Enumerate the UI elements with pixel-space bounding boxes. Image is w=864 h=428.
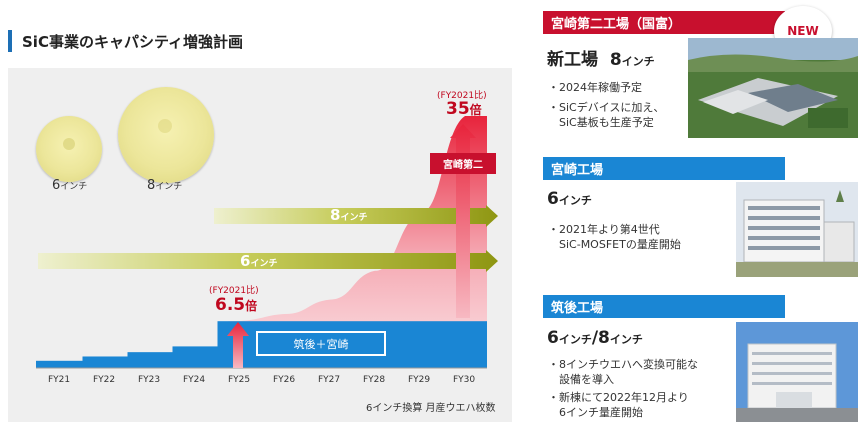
- series-new-plant-area: [228, 116, 487, 368]
- series-base-bar: [352, 321, 398, 368]
- wafer-6inch-label: 6インチ: [52, 178, 88, 193]
- series-base-bar: [262, 321, 308, 368]
- fy-tick-label: FY24: [183, 375, 206, 385]
- series-base-bar: [82, 356, 128, 368]
- plant-miyazaki2-photo: [688, 38, 858, 138]
- plant-miyazaki2-header: 宮崎第二工場（国富）: [543, 11, 785, 34]
- arrow-8inch: [214, 205, 498, 227]
- fy-tick-label: FY30: [453, 375, 476, 385]
- series-base-bar: [36, 360, 83, 368]
- plant-miyazaki-title: 6インチ: [547, 189, 592, 209]
- new-plant-box: 宮崎第二: [430, 153, 496, 174]
- callout-small-value: 6.5倍: [215, 295, 258, 315]
- fy-tick-label: FY25: [228, 375, 251, 385]
- wafer-8inch-label: 8インチ: [147, 178, 183, 193]
- fy-tick-label: FY26: [273, 375, 296, 385]
- fy-tick-label: FY28: [363, 375, 386, 385]
- plant-miyazaki-header: 宮崎工場: [543, 157, 785, 180]
- callout-big-note: (FY2021比): [437, 91, 487, 101]
- chart-footnote: 6インチ換算 月産ウエハ枚数: [366, 403, 496, 414]
- callout-big-value: 35倍: [446, 99, 482, 119]
- series-base-bar: [442, 321, 487, 368]
- wafer-spot: [158, 119, 172, 133]
- arrow-6inch: [38, 250, 498, 272]
- series-base-bar: [172, 346, 218, 368]
- fy-tick-label: FY21: [48, 375, 71, 385]
- arrow-8inch-label: 8インチ: [330, 206, 368, 224]
- arrow-6inch-label: 6インチ: [240, 252, 278, 270]
- base-plants-box: 筑後＋宮崎: [256, 331, 386, 356]
- plant-miyazaki-bullets: ・2021年より第4世代 SiC-MOSFETの量産開始: [548, 223, 681, 251]
- plant-miyazaki2-title: 新工場 8インチ: [547, 50, 655, 70]
- plant-chikugo-photo: [736, 322, 858, 422]
- fy-tick-label: FY23: [138, 375, 161, 385]
- plant-miyazaki2-bullets: ・2024年稼働予定 ・SiCデバイスに加え、 SiC基板も生産予定: [548, 81, 665, 129]
- series-base-bar: [307, 321, 353, 368]
- series-base-bar: [397, 321, 443, 368]
- plant-chikugo-title: 6インチ/8インチ: [547, 328, 643, 348]
- fy-tick-label: FY22: [93, 375, 116, 385]
- title-accent-bar: [8, 30, 12, 52]
- plant-chikugo-bullets: ・8インチウエハへ変換可能な 設備を導入 ・新棟にて2022年12月より 6イン…: [548, 358, 698, 419]
- fy-tick-label: FY27: [318, 375, 341, 385]
- new-badge-text: NEW: [787, 24, 819, 38]
- fy-tick-label: FY29: [408, 375, 431, 385]
- wafer-6inch: [36, 116, 102, 182]
- plant-miyazaki-photo: [736, 182, 858, 277]
- plant-chikugo-header: 筑後工場: [543, 295, 785, 318]
- wafer-spot: [63, 138, 75, 150]
- callout-small-note: (FY2021比): [209, 286, 259, 296]
- series-base-bar: [127, 352, 173, 368]
- page-title: SiC事業のキャパシティ増強計画: [22, 33, 244, 51]
- up-arrow-small: [227, 322, 249, 368]
- wafer-8inch: [118, 87, 214, 183]
